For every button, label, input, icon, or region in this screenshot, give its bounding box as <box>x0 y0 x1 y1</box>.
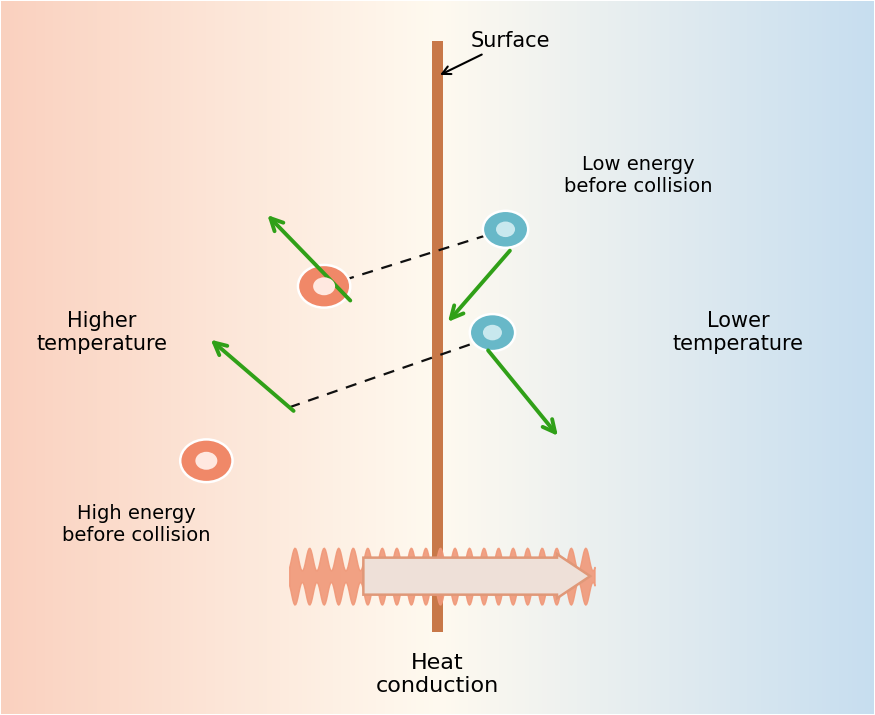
Circle shape <box>470 314 515 351</box>
Circle shape <box>496 222 515 237</box>
Text: High energy
before collision: High energy before collision <box>62 504 211 546</box>
Text: Higher
temperature: Higher temperature <box>36 311 167 354</box>
Text: Heat
conduction: Heat conduction <box>376 653 499 696</box>
Bar <box>432 41 443 632</box>
Circle shape <box>483 325 502 340</box>
Text: Surface: Surface <box>442 31 550 74</box>
Circle shape <box>180 440 233 482</box>
Circle shape <box>483 211 528 248</box>
Text: $Q$: $Q$ <box>424 572 443 594</box>
Circle shape <box>298 265 350 307</box>
Text: Lower
temperature: Lower temperature <box>673 311 804 354</box>
FancyArrow shape <box>363 554 590 598</box>
Circle shape <box>313 277 335 295</box>
Text: Low energy
before collision: Low energy before collision <box>564 155 712 197</box>
Circle shape <box>195 452 217 470</box>
